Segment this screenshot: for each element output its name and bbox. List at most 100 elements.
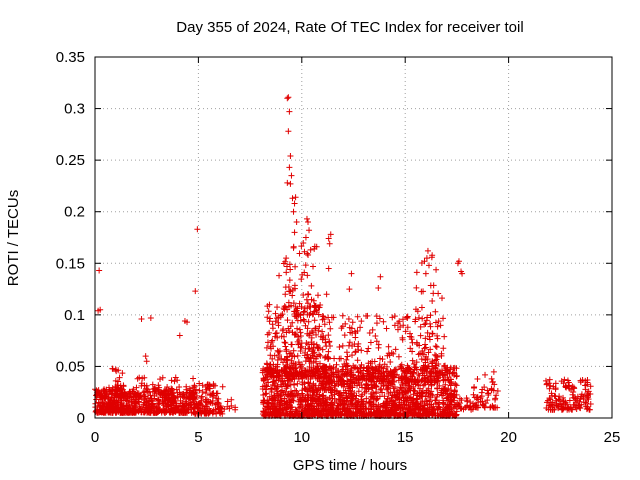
data-point xyxy=(417,385,424,392)
data-point xyxy=(283,361,290,368)
data-point xyxy=(397,406,404,413)
data-point xyxy=(318,380,325,387)
data-point xyxy=(358,361,365,368)
data-point xyxy=(99,399,106,406)
data-point xyxy=(366,373,373,380)
data-point xyxy=(423,317,430,324)
data-point xyxy=(315,327,322,334)
data-point xyxy=(364,348,371,355)
data-point xyxy=(288,172,295,179)
data-point xyxy=(275,348,282,355)
grid-lines xyxy=(95,57,612,418)
x-tick-label: 5 xyxy=(194,429,202,446)
data-point xyxy=(373,320,380,327)
data-point xyxy=(142,353,149,360)
data-point xyxy=(306,330,313,337)
data-point xyxy=(380,402,387,409)
data-point xyxy=(149,401,156,408)
data-point xyxy=(305,391,312,398)
data-point xyxy=(425,262,432,269)
data-point xyxy=(325,314,332,321)
data-point xyxy=(325,332,332,339)
data-point xyxy=(304,325,311,332)
data-point xyxy=(276,368,283,375)
data-point xyxy=(548,401,555,408)
data-point xyxy=(424,409,431,416)
data-point xyxy=(343,394,350,401)
data-point xyxy=(336,355,343,362)
data-point xyxy=(425,363,432,370)
data-point xyxy=(352,334,359,341)
data-point xyxy=(292,303,299,310)
data-point xyxy=(482,371,489,378)
data-point xyxy=(296,394,303,401)
data-point xyxy=(192,389,199,396)
data-point xyxy=(286,373,293,380)
data-point xyxy=(162,407,169,414)
data-point xyxy=(433,377,440,384)
data-point xyxy=(410,391,417,398)
data-point xyxy=(552,385,559,392)
data-point xyxy=(310,359,317,366)
data-point xyxy=(339,312,346,319)
data-point xyxy=(426,333,433,340)
data-point xyxy=(310,395,317,402)
data-point xyxy=(342,320,349,327)
data-point xyxy=(432,357,439,364)
data-point xyxy=(408,336,415,343)
data-point xyxy=(328,371,335,378)
data-point xyxy=(133,392,140,399)
data-point xyxy=(429,330,436,337)
data-point xyxy=(419,392,426,399)
data-point xyxy=(566,397,573,404)
data-point xyxy=(327,231,334,238)
data-point xyxy=(570,394,577,401)
data-point xyxy=(474,376,481,383)
data-point xyxy=(375,366,382,373)
data-point xyxy=(94,390,101,397)
data-point xyxy=(376,361,383,368)
data-point xyxy=(266,318,273,325)
data-point xyxy=(292,330,299,337)
data-point xyxy=(395,353,402,360)
data-point xyxy=(577,379,584,386)
data-point xyxy=(260,409,267,416)
data-point xyxy=(306,369,313,376)
data-point xyxy=(433,266,440,273)
data-point xyxy=(572,399,579,406)
data-point xyxy=(436,404,443,411)
data-point xyxy=(383,386,390,393)
data-point xyxy=(432,370,439,377)
data-point xyxy=(347,383,354,390)
data-point xyxy=(319,316,326,323)
data-point xyxy=(283,255,290,262)
data-point xyxy=(441,385,448,392)
data-point xyxy=(325,235,332,242)
data-point xyxy=(558,378,565,385)
data-point xyxy=(367,393,374,400)
data-point xyxy=(563,401,570,408)
data-point xyxy=(379,389,386,396)
data-point xyxy=(206,409,213,416)
data-point xyxy=(311,245,318,252)
data-point xyxy=(369,365,376,372)
data-point xyxy=(319,336,326,343)
data-point xyxy=(99,405,106,412)
data-point xyxy=(385,343,392,350)
data-point xyxy=(289,292,296,299)
data-point xyxy=(151,385,158,392)
data-point xyxy=(432,397,439,404)
data-point xyxy=(213,410,220,417)
data-point xyxy=(343,349,350,356)
data-point xyxy=(348,391,355,398)
data-point xyxy=(311,302,318,309)
y-tick-label: 0.15 xyxy=(56,255,85,272)
data-point xyxy=(355,377,362,384)
data-point xyxy=(263,382,270,389)
data-point xyxy=(278,333,285,340)
data-point xyxy=(569,383,576,390)
data-point xyxy=(284,401,291,408)
data-point xyxy=(344,353,351,360)
data-point xyxy=(307,355,314,362)
data-point xyxy=(333,361,340,368)
